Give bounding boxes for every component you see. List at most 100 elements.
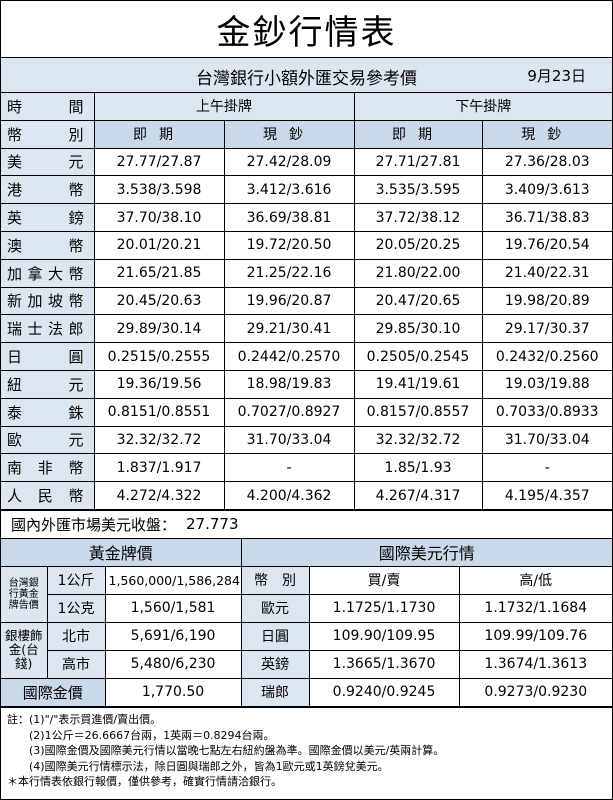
rate-row: 泰銖 0.8151/0.8551 0.7027/0.8927 0.8157/0.…: [1, 397, 612, 427]
north-label: 北市: [46, 621, 106, 651]
gold-title: 黃金牌價: [1, 538, 242, 567]
pm-cash: 4.195/4.357: [481, 481, 612, 510]
footnote: ＊本行情表依銀行報價，僅供參考，確實行情請洽銀行。: [7, 775, 282, 789]
am-cash: 36.69/38.81: [223, 203, 355, 232]
currency-name: 歐元: [1, 425, 95, 455]
currency-name: 加拿大幣: [1, 258, 95, 288]
usd-close-value: 27.773: [186, 515, 239, 534]
pm-spot: 27.71/27.81: [353, 147, 483, 177]
rate-row: 瑞士法郎 29.89/30.14 29.21/30.41 29.85/30.10…: [1, 314, 612, 344]
kaohsiung-label: 高市: [47, 649, 106, 679]
currency-name: 澳幣: [1, 230, 95, 260]
am-spot: 19.36/19.56: [93, 369, 225, 399]
am-cash: 4.200/4.362: [223, 481, 355, 510]
intl-usd-title: 國際美元行情: [240, 538, 612, 567]
rate-row: 英鎊 37.70/38.10 36.69/38.81 37.72/38.12 3…: [1, 203, 612, 232]
lower-row: 高市 5,480/6,230 英鎊 1.3665/1.3670 1.3674/1…: [1, 649, 612, 679]
currency-name: 人民幣: [1, 481, 95, 510]
intl-bid: 1.1725/1.1730: [308, 593, 460, 623]
am-spot: 32.32/32.72: [93, 425, 225, 455]
rate-row: 美元 27.77/27.87 27.42/28.09 27.71/27.81 2…: [1, 147, 612, 177]
currency-name: 港幣: [1, 175, 95, 205]
currency-name: 南非幣: [1, 453, 95, 483]
footnote: (3)國際金價及國際美元行情以當晚七點左右紐約盤為準。國際金價以美元/英兩計算。: [29, 744, 445, 758]
pm-cash: 3.409/3.613: [481, 175, 612, 205]
am-cash: 19.72/20.50: [223, 230, 355, 260]
rate-row: 澳幣 20.01/20.21 19.72/20.50 20.05/20.25 1…: [1, 230, 612, 260]
am-cash: 0.7027/0.8927: [223, 397, 355, 427]
usd-close-line: 國內外匯市場美元收盤： 27.773: [1, 509, 612, 539]
rate-row: 新加坡幣 20.45/20.63 19.96/20.87 20.47/20.65…: [1, 286, 612, 316]
pm-cash: 31.70/33.04: [481, 425, 612, 455]
exchange-rate-table: 時 間 上午掛牌 下午掛牌 幣 別 即期 現鈔 即期 現鈔 美元 27.77/2…: [1, 93, 612, 510]
pm-spot: 20.47/20.65: [353, 286, 483, 316]
pm-spot: 4.267/4.317: [353, 481, 483, 510]
rate-row: 加拿大幣 21.65/21.85 21.25/22.16 21.80/22.00…: [1, 258, 612, 288]
pm-cash: 36.71/38.83: [481, 203, 612, 232]
am-cash: 31.70/33.04: [223, 425, 355, 455]
currency-label: 幣 別: [1, 119, 95, 149]
rate-row: 港幣 3.538/3.598 3.412/3.616 3.535/3.595 3…: [1, 175, 612, 205]
intl-bid: 109.90/109.95: [308, 621, 460, 651]
pm-cash: 21.40/22.31: [481, 258, 612, 288]
am-cash: 29.21/30.41: [223, 314, 355, 344]
pm-cash: 19.03/19.88: [481, 369, 612, 399]
header-row-period: 時 間 上午掛牌 下午掛牌: [1, 93, 612, 121]
am-cash-header: 現鈔: [223, 119, 355, 149]
rate-row: 紐元 19.36/19.56 18.98/19.83 19.41/19.61 1…: [1, 369, 612, 399]
pm-cash: 0.7033/0.8933: [481, 397, 612, 427]
am-spot: 0.2515/0.2555: [93, 342, 225, 371]
rate-row: 歐元 32.32/32.72 31.70/33.04 32.32/32.72 3…: [1, 425, 612, 455]
am-spot: 3.538/3.598: [93, 175, 225, 205]
quote-date: 9月23日: [527, 67, 586, 85]
lower-row: 國際金價 1,770.50 瑞郎 0.9240/0.9245 0.9273/0.…: [1, 677, 612, 707]
am-cash: 3.412/3.616: [223, 175, 355, 205]
pm-cash: 0.2432/0.2560: [481, 342, 612, 371]
bank-gold-label: 台灣銀行黃金牌告價: [1, 565, 48, 623]
intl-currency-name: 英鎊: [240, 649, 310, 679]
am-header: 上午掛牌: [93, 93, 355, 121]
pm-cash: 27.36/28.03: [481, 147, 612, 177]
rate-row: 日圓 0.2515/0.2555 0.2442/0.2570 0.2505/0.…: [1, 342, 612, 371]
unit-g: 1公克: [47, 593, 106, 623]
footnote: (2)1公斤＝26.6667台兩，1英兩＝0.8294台兩。: [29, 728, 275, 742]
currency-name: 英鎊: [1, 203, 95, 232]
kaohsiung-price: 5,480/6,230: [104, 649, 242, 679]
currency-name: 泰銖: [1, 397, 95, 427]
footnote: (4)國際美元行情標示法，除日圓與瑞郎之外，皆為1歐元或1英鎊兌美元。: [29, 759, 389, 773]
am-spot: 20.01/20.21: [93, 230, 225, 260]
pm-spot: 1.85/1.93: [353, 453, 483, 483]
subtitle: 台灣銀行小額外匯交易參考價: [196, 69, 417, 89]
intl-currency-header: 幣 別: [240, 565, 310, 595]
am-spot: 1.837/1.917: [93, 453, 225, 483]
pm-spot: 37.72/38.12: [353, 203, 483, 232]
intl-gold-label: 國際金價: [1, 677, 106, 707]
intl-currency-name: 歐元: [240, 593, 310, 623]
pm-cash: 29.17/30.37: [481, 314, 612, 344]
am-spot: 27.77/27.87: [93, 147, 225, 177]
intl-currency-name: 日圓: [240, 621, 310, 651]
gold-and-intl-table: 黃金牌價 國際美元行情 台灣銀行黃金牌告價 1公斤 1,560,000/1,58…: [1, 538, 612, 707]
am-spot: 29.89/30.14: [93, 314, 225, 344]
intl-gold-price: 1,770.50: [104, 677, 242, 707]
lower-header-row: 黃金牌價 國際美元行情: [1, 538, 612, 567]
usd-close-label: 國內外匯市場美元收盤：: [11, 515, 177, 534]
currency-name: 美元: [1, 147, 95, 177]
gold-price-kg: 1,560,000/1,586,284: [104, 565, 242, 595]
header-row-type: 幣 別 即期 現鈔 即期 現鈔: [1, 119, 612, 149]
intl-hilo-header: 高/低: [458, 565, 612, 595]
rate-row: 南非幣 1.837/1.917 - 1.85/1.93 -: [1, 453, 612, 483]
pm-spot: 32.32/32.72: [353, 425, 483, 455]
pm-cash-header: 現鈔: [481, 119, 612, 149]
pm-spot: 19.41/19.61: [353, 369, 483, 399]
intl-hilo: 109.99/109.76: [458, 621, 612, 651]
shop-gold-label: 銀樓飾金(台錢): [1, 621, 48, 679]
unit-kg: 1公斤: [46, 565, 106, 595]
rate-row: 人民幣 4.272/4.322 4.200/4.362 4.267/4.317 …: [1, 481, 612, 510]
footnotes: 註：(1)"/"表示買進價/賣出價。 (2)1公斤＝26.6667台兩，1英兩＝…: [1, 706, 612, 790]
pm-spot: 21.80/22.00: [353, 258, 483, 288]
pm-spot: 20.05/20.25: [353, 230, 483, 260]
am-cash: 18.98/19.83: [223, 369, 355, 399]
lower-row: 銀樓飾金(台錢) 北市 5,691/6,190 日圓 109.90/109.95…: [1, 621, 612, 679]
intl-currency-name: 瑞郎: [240, 677, 310, 707]
